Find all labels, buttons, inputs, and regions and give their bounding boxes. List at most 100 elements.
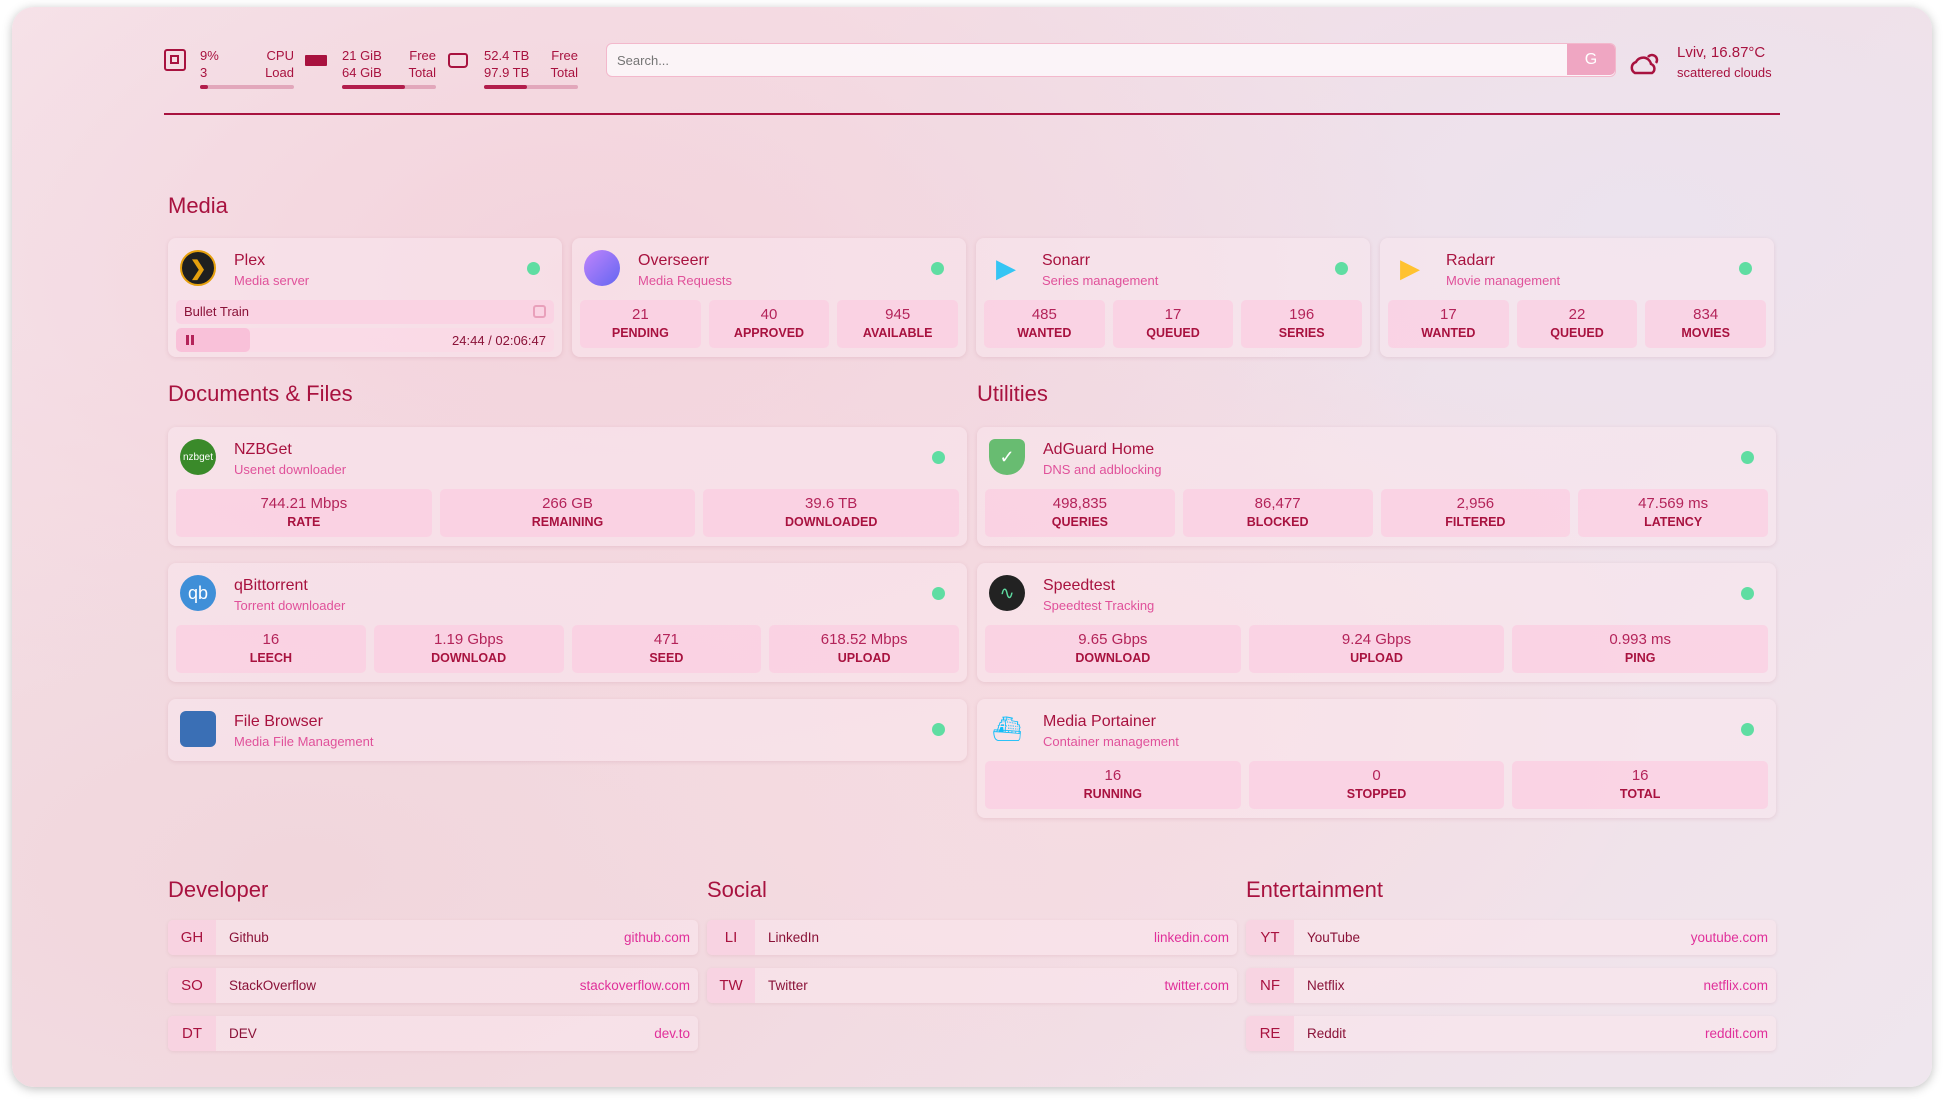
stat-label: REMAINING — [531, 515, 604, 529]
bookmark-dev[interactable]: DT DEV dev.to — [168, 1016, 698, 1051]
stat-label: LATENCY — [1644, 515, 1703, 529]
bookmark-github[interactable]: GH Github github.com — [168, 920, 698, 955]
service-card-adguard-home[interactable]: ✓ AdGuard Home DNS and adblocking 498,835 QU… — [977, 427, 1776, 546]
stat-label: RUNNING — [1083, 787, 1142, 801]
section-title-entertainment: Entertainment — [1246, 877, 1383, 902]
stat-label: RATE — [287, 515, 321, 529]
bookmark-name: YouTube — [1307, 930, 1361, 945]
bookmark-abbreviation: RE — [1246, 1016, 1294, 1051]
bookmark-linkedin[interactable]: LI LinkedIn linkedin.com — [707, 920, 1237, 955]
service-description: Torrent downloader — [234, 598, 346, 613]
cloud-sun-icon — [1628, 51, 1660, 75]
stat-block-filtered: 2,956 FILTERED — [1380, 489, 1571, 537]
stat-blocks: 16 RUNNING 0 STOPPED 16 TOTAL — [985, 761, 1769, 809]
service-card-plex[interactable]: ❯ Plex Media server Bullet Train 24:44 / 02:… — [168, 238, 562, 357]
stat-value: 196 — [1289, 306, 1315, 323]
weather-location: Lviv, 16.87°C — [1677, 44, 1766, 61]
stat-label: SERIES — [1278, 326, 1325, 340]
bookmark-name: Netflix — [1307, 978, 1345, 993]
stat-value: 9.65 Gbps — [1078, 631, 1148, 648]
service-description: Media Requests — [638, 273, 732, 288]
bookmark-stackoverflow[interactable]: SO StackOverflow stackoverflow.com — [168, 968, 698, 1003]
service-name: Overseerr — [638, 252, 710, 269]
bookmark-name: Github — [229, 930, 269, 945]
bookmark-url[interactable]: twitter.com — [1164, 978, 1229, 993]
service-card-qbittorrent[interactable]: qb qBittorrent Torrent downloader 16 LEECH 1.… — [168, 563, 967, 682]
status-indicator — [1335, 262, 1348, 275]
search-box: G — [606, 43, 1616, 77]
bookmark-netflix[interactable]: NF Netflix netflix.com — [1246, 968, 1776, 1003]
free-label: Free — [409, 48, 436, 63]
bookmark-url[interactable]: youtube.com — [1690, 930, 1768, 945]
bookmark-name: StackOverflow — [229, 978, 317, 993]
plex-icon: ❯ — [180, 250, 216, 286]
status-indicator — [1739, 262, 1752, 275]
stat-label: WANTED — [1017, 326, 1072, 340]
service-card-media-portainer[interactable]: ⛴ Media Portainer Container management 16 RU… — [977, 699, 1776, 818]
disk-stat: 52.4 TB 97.9 TB Free Total — [484, 47, 578, 89]
cpu-bar — [200, 85, 294, 89]
playback-progress[interactable]: 24:44 / 02:06:47 — [176, 328, 554, 352]
load-label: Load — [265, 65, 294, 80]
bookmark-url[interactable]: reddit.com — [1704, 1026, 1768, 1041]
service-card-overseerr[interactable]: Overseerr Media Requests 21 PENDING 40 APPROV… — [572, 238, 966, 357]
stat-value: 945 — [885, 306, 911, 323]
bookmark-abbreviation: LI — [707, 920, 755, 955]
status-indicator — [527, 262, 540, 275]
service-name: NZBGet — [234, 441, 292, 458]
now-playing-title-row: Bullet Train — [176, 300, 554, 324]
bookmark-url[interactable]: dev.to — [654, 1026, 690, 1041]
stat-block-movies: 834 MOVIES — [1645, 300, 1767, 348]
stat-block-ping: 0.993 ms PING — [1512, 625, 1769, 673]
stat-value: 0 — [1372, 767, 1381, 784]
stat-value: 471 — [653, 631, 679, 648]
stat-block-pending: 21 PENDING — [580, 300, 701, 348]
bookmark-youtube[interactable]: YT YouTube youtube.com — [1246, 920, 1776, 955]
stat-label: SEED — [649, 651, 684, 665]
stat-value: 498,835 — [1052, 495, 1107, 512]
stat-blocks: 744.21 Mbps RATE 266 GB REMAINING 39.6 TB DOW… — [176, 489, 960, 537]
speedtest-icon: ∿ — [989, 575, 1025, 611]
search-button[interactable]: G — [1567, 44, 1615, 75]
stat-value: 39.6 TB — [805, 495, 858, 512]
transcode-icon — [533, 305, 546, 318]
search-input[interactable] — [617, 50, 1517, 70]
bookmark-url[interactable]: netflix.com — [1703, 978, 1768, 993]
stat-label: UPLOAD — [1350, 651, 1403, 665]
stat-block-available: 945 AVAILABLE — [837, 300, 959, 348]
service-card-sonarr[interactable]: ▶ Sonarr Series management 485 WANTED 17 QUEUE… — [976, 238, 1370, 357]
bar-fill — [484, 85, 528, 89]
status-indicator — [932, 587, 945, 600]
pause-icon[interactable] — [186, 335, 194, 345]
service-name: File Browser — [234, 713, 323, 730]
service-card-radarr[interactable]: ▶ Radarr Movie management 17 WANTED 22 QUEUED 8… — [1380, 238, 1774, 357]
service-description: DNS and adblocking — [1043, 462, 1162, 477]
dashboard-window: 9% 3 CPU Load 21 GiB 64 GiB Free Total 52.… — [12, 7, 1932, 1087]
status-indicator — [932, 451, 945, 464]
service-card-speedtest[interactable]: ∿ Speedtest Speedtest Tracking 9.65 Gbps DOW… — [977, 563, 1776, 682]
file-browser-icon — [180, 711, 216, 747]
service-card-file-browser[interactable]: File Browser Media File Management — [168, 699, 967, 761]
bookmark-url[interactable]: linkedin.com — [1153, 930, 1229, 945]
bookmark-twitter[interactable]: TW Twitter twitter.com — [707, 968, 1237, 1003]
memory-total-value: 64 GiB — [342, 65, 382, 80]
bookmark-url[interactable]: stackoverflow.com — [579, 978, 690, 993]
stat-value: 40 — [760, 306, 778, 323]
bookmark-abbreviation: SO — [168, 968, 216, 1003]
stat-label: QUEUED — [1146, 326, 1200, 340]
stat-value: 0.993 ms — [1609, 631, 1672, 648]
stat-label: PENDING — [611, 326, 669, 340]
bookmark-reddit[interactable]: RE Reddit reddit.com — [1246, 1016, 1776, 1051]
section-title-documents: Documents & Files — [168, 381, 353, 406]
service-description: Speedtest Tracking — [1043, 598, 1155, 613]
service-description: Media File Management — [234, 734, 374, 749]
status-indicator — [1741, 587, 1754, 600]
stat-block-leech: 16 LEECH — [176, 625, 366, 673]
service-card-nzbget[interactable]: nzbget NZBGet Usenet downloader 744.21 Mbps… — [168, 427, 967, 546]
stat-block-upload: 618.52 Mbps UPLOAD — [769, 625, 959, 673]
bookmark-url[interactable]: github.com — [623, 930, 690, 945]
stat-blocks: 17 WANTED 22 QUEUED 834 MOVIES — [1388, 300, 1767, 348]
section-title-developer: Developer — [168, 877, 269, 902]
stat-label: STOPPED — [1346, 787, 1407, 801]
section-title-utilities: Utilities — [977, 381, 1048, 406]
